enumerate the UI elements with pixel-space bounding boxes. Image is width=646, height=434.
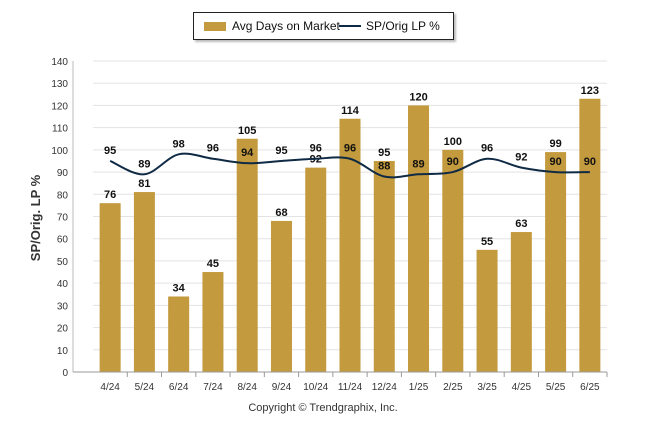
x-tick-label: 6/24 xyxy=(169,382,189,393)
bar xyxy=(442,149,464,372)
line-data-label: 92 xyxy=(515,152,527,164)
bar xyxy=(339,118,361,372)
bar-series: 76 81 34 45 105 68 92 114 95 120 100 55 63 99 123 xyxy=(99,85,601,372)
x-tick-label: 11/24 xyxy=(338,382,363,393)
line-data-label: 90 xyxy=(584,156,596,168)
x-tick-label: 9/24 xyxy=(272,382,292,393)
y-tick-label: 80 xyxy=(57,190,69,201)
x-tick-label: 2/25 xyxy=(443,382,463,393)
legend-label-line: SP/Orig LP % xyxy=(366,19,440,33)
x-axis: 4/24 5/24 6/24 7/24 8/24 9/24 10/24 11/24 12/24 1… xyxy=(73,371,608,393)
x-tick-label: 6/25 xyxy=(580,382,600,393)
line-data-label: 89 xyxy=(412,158,424,170)
y-tick-label: 100 xyxy=(51,146,68,157)
y-tick-label: 10 xyxy=(57,346,69,357)
bar xyxy=(270,220,292,372)
bar xyxy=(133,192,155,372)
bar-data-label: 123 xyxy=(581,85,599,97)
line-data-label: 90 xyxy=(447,156,459,168)
bar xyxy=(579,98,601,372)
bar-data-label: 63 xyxy=(515,218,527,230)
x-tick-label: 7/24 xyxy=(203,382,223,393)
bar xyxy=(202,272,224,372)
bar-data-label: 55 xyxy=(481,236,493,248)
y-tick-label: 70 xyxy=(57,213,69,224)
y-tick-label: 90 xyxy=(57,168,69,179)
y-tick-label: 20 xyxy=(57,324,69,335)
x-tick-label: 5/24 xyxy=(135,382,155,393)
bar-data-label: 34 xyxy=(173,282,186,294)
bar xyxy=(99,203,121,372)
bar xyxy=(510,232,532,372)
x-tick-label: 4/24 xyxy=(100,382,120,393)
legend-label-bars: Avg Days on Market xyxy=(232,19,340,33)
y-axis: 0 10 20 30 40 50 60 70 80 90 100 110 120 130 140 xyxy=(51,57,74,379)
y-axis-title: SP/Orig. LP % xyxy=(28,174,43,261)
y-tick-label: 30 xyxy=(57,301,69,312)
y-tick-label: 110 xyxy=(52,124,68,135)
bar-data-label: 45 xyxy=(207,258,219,270)
line-data-label: 98 xyxy=(173,138,185,150)
bar xyxy=(476,249,498,372)
line-data-label: 90 xyxy=(549,156,561,168)
y-tick-label: 60 xyxy=(57,235,69,246)
bar-data-label: 120 xyxy=(409,91,427,103)
x-tick-label: 4/25 xyxy=(512,382,532,393)
line-data-label: 89 xyxy=(138,158,150,170)
line-data-label: 96 xyxy=(310,143,322,155)
line-path xyxy=(109,152,590,179)
y-tick-label: 140 xyxy=(51,57,68,68)
legend-line-swatch xyxy=(339,25,361,27)
line-data-label: 96 xyxy=(481,143,493,155)
x-tick-label: 12/24 xyxy=(372,382,397,393)
x-tick-label: 1/25 xyxy=(409,382,429,393)
bar-data-label: 99 xyxy=(549,138,561,150)
bar xyxy=(305,167,327,372)
line-series: 95 89 98 96 94 95 96 96 88 89 90 96 92 90 90 xyxy=(104,138,596,179)
bar xyxy=(545,152,567,372)
line-data-label: 96 xyxy=(344,143,356,155)
bar xyxy=(373,160,395,372)
x-tick-label: 3/25 xyxy=(477,382,497,393)
bar-data-label: 100 xyxy=(444,136,462,148)
bar xyxy=(236,138,258,372)
x-tick-label: 5/25 xyxy=(546,382,566,393)
legend-bar-swatch xyxy=(204,22,226,31)
line-data-label: 94 xyxy=(241,147,254,159)
line-data-label: 96 xyxy=(207,143,219,155)
bar-data-label: 105 xyxy=(238,125,256,137)
bar-data-label: 76 xyxy=(104,189,116,201)
line-data-label: 95 xyxy=(275,145,287,157)
line-data-label: 88 xyxy=(378,161,390,173)
bar-data-label: 114 xyxy=(341,105,360,117)
x-tick-label: 8/24 xyxy=(237,382,257,393)
copyright-footer: Copyright © Trendgraphix, Inc. xyxy=(248,402,398,414)
y-tick-label: 50 xyxy=(57,257,69,268)
bar-data-label: 68 xyxy=(275,207,287,219)
y-tick-label: 0 xyxy=(62,368,68,379)
y-tick-label: 120 xyxy=(51,101,68,112)
y-tick-label: 40 xyxy=(57,279,69,290)
x-tick-label: 10/24 xyxy=(303,382,328,393)
line-data-label: 95 xyxy=(104,145,116,157)
bar-data-label: 81 xyxy=(138,178,150,190)
bar xyxy=(408,105,430,372)
bar xyxy=(168,296,190,372)
bar-data-label: 95 xyxy=(378,147,390,159)
y-tick-label: 130 xyxy=(51,79,68,90)
legend: Avg Days on Market SP/Orig LP % xyxy=(193,12,454,40)
